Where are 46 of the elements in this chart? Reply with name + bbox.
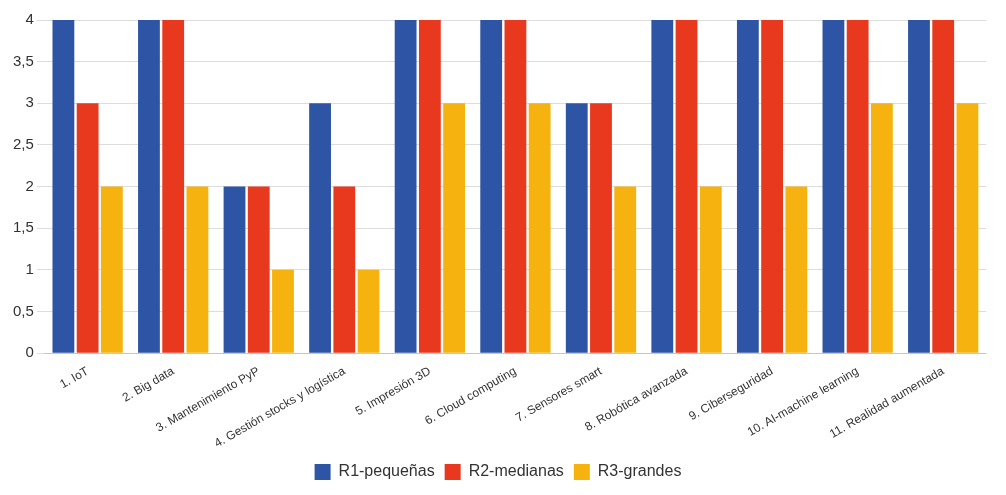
legend-label: R1-pequeñas [338, 462, 435, 480]
y-tick-label: 1,5 [12, 218, 34, 236]
y-tick-label: 0,5 [12, 301, 34, 319]
bar [932, 20, 955, 353]
bar [956, 103, 979, 353]
bar [333, 186, 356, 353]
bar [871, 103, 893, 353]
bar [357, 269, 380, 353]
bar [614, 186, 637, 353]
bar [272, 269, 294, 353]
bar [100, 186, 123, 353]
bar [761, 20, 784, 353]
bar [223, 186, 246, 353]
bar [309, 103, 331, 353]
bar [394, 20, 417, 353]
bar [590, 103, 612, 353]
bar [138, 20, 160, 353]
bar [908, 20, 930, 353]
legend-label: R3-grandes [597, 462, 682, 480]
bar [418, 20, 441, 353]
bar [186, 186, 209, 353]
bar [52, 20, 75, 353]
bar [675, 20, 698, 353]
bar [846, 20, 869, 353]
x-tick-label: 1. IoT [57, 363, 92, 392]
y-tick-label: 1 [25, 260, 34, 278]
bar [651, 20, 674, 353]
bar [76, 103, 99, 353]
bar [785, 186, 808, 353]
y-tick-label: 3 [25, 93, 34, 111]
bar [699, 186, 722, 353]
bar [504, 20, 527, 353]
bar [247, 186, 270, 353]
y-tick-label: 4 [25, 10, 34, 28]
bar [736, 20, 759, 353]
bar [162, 20, 185, 353]
bar [480, 20, 503, 353]
bar [822, 20, 845, 353]
bar [565, 103, 588, 353]
y-tick-label: 3,5 [12, 51, 34, 69]
y-tick-label: 2,5 [12, 135, 34, 153]
bar [528, 103, 551, 353]
legend-label: R2-medianas [468, 462, 564, 480]
y-tick-label: 0 [25, 343, 34, 361]
bar [443, 103, 466, 353]
y-tick-label: 2 [25, 176, 34, 194]
